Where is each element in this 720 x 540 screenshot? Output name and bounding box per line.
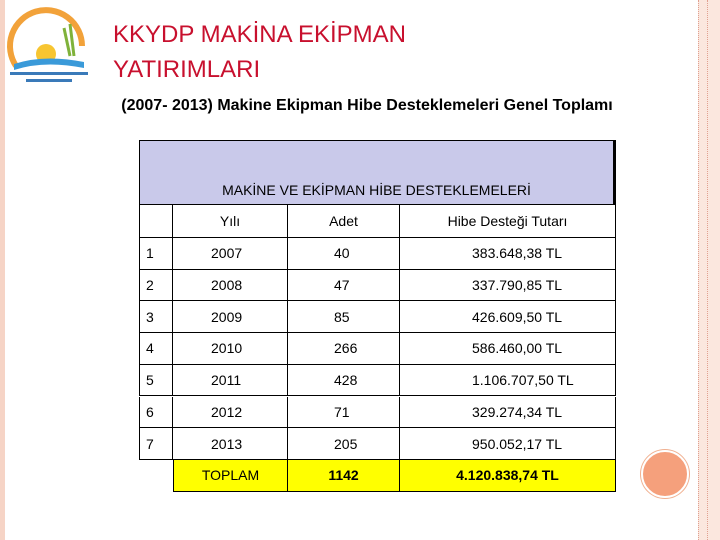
table-cell: 2010 <box>173 333 288 365</box>
table-cell: 337.790,85 TL <box>400 269 616 302</box>
table-cell: 426.609,50 TL <box>400 301 616 334</box>
header-cell: Hibe Desteği Tutarı <box>400 205 616 238</box>
table-cell: 2012 <box>173 396 288 429</box>
table-cell: 3 <box>139 301 173 334</box>
table-cell: 383.648,38 TL <box>400 238 616 270</box>
header-cell: Yılı <box>173 205 288 238</box>
table-cell: 6 <box>139 396 173 429</box>
table-cell: 2007 <box>173 238 288 270</box>
orange-circle <box>641 450 689 498</box>
total-cell: 1142 <box>288 459 400 492</box>
table-cell: 7 <box>139 428 173 460</box>
total-cell: 4.120.838,74 TL <box>400 459 616 492</box>
table-cell: 1.106.707,50 TL <box>400 364 616 397</box>
total-cell: TOPLAM <box>173 459 288 492</box>
subtitle: (2007- 2013) Makine Ekipman Hibe Destekl… <box>121 97 613 114</box>
logo <box>7 7 88 82</box>
table-cell: 4 <box>139 333 173 365</box>
table-cell: 71 <box>288 396 400 429</box>
right-frame <box>698 0 720 540</box>
table-cell: 5 <box>139 364 173 397</box>
header-cell <box>139 205 173 238</box>
table-cell: 586.460,00 TL <box>400 333 616 365</box>
table-cell: 205 <box>288 428 400 460</box>
table-cell: 2008 <box>173 269 288 302</box>
right-frame-line <box>707 0 708 540</box>
table-cell: 428 <box>288 364 400 397</box>
title-line: KKYDP MAKİNA EKİPMAN <box>113 21 406 48</box>
table-cell: 1 <box>139 238 173 270</box>
table-cell: 2 <box>139 269 173 302</box>
title-line: YATIRIMLARI <box>113 56 261 83</box>
table-cell: 2011 <box>173 364 288 397</box>
table-cell: 47 <box>288 269 400 302</box>
table-cell: 85 <box>288 301 400 334</box>
header-cell: Adet <box>288 205 400 238</box>
table-cell: 950.052,17 TL <box>400 428 616 460</box>
table-cell: 2013 <box>173 428 288 460</box>
table: MAKİNE VE EKİPMAN HİBE DESTEKLEMELERİ Yıl… <box>139 140 616 492</box>
caption: MAKİNE VE EKİPMAN HİBE DESTEKLEMELERİ <box>139 140 616 205</box>
left-frame <box>0 0 5 540</box>
table-cell: 40 <box>288 238 400 270</box>
table-cell: 329.274,34 TL <box>400 396 616 429</box>
table-cell: 266 <box>288 333 400 365</box>
table-cell: 2009 <box>173 301 288 334</box>
